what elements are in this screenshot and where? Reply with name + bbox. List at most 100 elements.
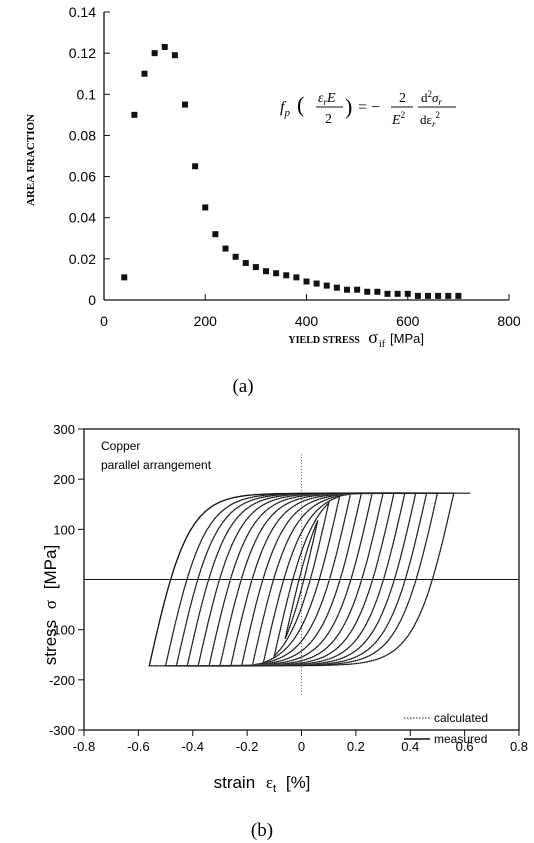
chart-b-xlabel: strain εt [%] — [214, 773, 311, 796]
chart-a-point — [212, 231, 219, 238]
chart-b-loop-measured — [273, 501, 330, 658]
chart-b-xtick-label: -0.4 — [182, 739, 204, 754]
chart-a-point — [414, 292, 421, 299]
chart-a-point — [303, 278, 310, 285]
chart-a-point — [252, 264, 259, 271]
chart-b-loop-measured — [284, 520, 319, 639]
chart-a-ytick-label: 0.14 — [69, 4, 96, 20]
chart-a-point — [273, 270, 280, 277]
legend-label-measured: measured — [434, 732, 487, 746]
svg-text:= −: = − — [358, 99, 380, 116]
chart-b-frame — [83, 428, 520, 731]
chart-b-ytick-label: -300 — [49, 723, 75, 738]
chart-a-point — [364, 288, 371, 295]
chart-b-xtick-label: 0.8 — [510, 739, 528, 754]
chart-a-frame — [103, 12, 509, 301]
chart-a-point — [283, 272, 290, 279]
chart-a-xlabel-unit: [MPa] — [390, 331, 424, 346]
chart-b-ytick-label: -200 — [49, 673, 75, 688]
chart-b-ylabel-unit: [MPa] — [41, 545, 60, 589]
chart-b-xtick-label: 0 — [298, 739, 305, 754]
svg-text:dεr2: dεr2 — [420, 110, 440, 129]
chart-b-ylabel: stress σ [MPa] — [41, 545, 60, 665]
chart-a-point — [455, 292, 462, 299]
chart-a-point — [313, 280, 320, 287]
chart-b-ticks: -0.8 -0.6 -0.4 -0.2 0 0.2 0.4 0.6 0.8 -300 -200 -10… — [49, 422, 528, 754]
chart-b-ytick-label: 300 — [53, 422, 75, 437]
chart-a-point — [425, 292, 431, 299]
chart-b-annotation-line-2: parallel arrangement — [101, 458, 212, 472]
chart-a-ytick-label: 0.02 — [69, 251, 96, 267]
chart-a-ytick-label: 0.08 — [69, 127, 96, 143]
chart-b-xtick-label: -0.2 — [236, 739, 258, 754]
chart-a-ytick-label: 0.12 — [69, 45, 96, 61]
chart-a-equation: fp ( — [280, 92, 304, 120]
chart-a-xlabel-subscript: if — [379, 339, 386, 350]
chart-a-point — [323, 282, 330, 289]
chart-a-xtick-label: 800 — [497, 313, 521, 329]
svg-text:d2σr: d2σr — [421, 89, 442, 107]
chart-a-ticks: 0 200 400 600 800 0 0.02 0.04 0.06 0.08 0.1 0.12 0.1… — [69, 4, 521, 329]
chart-a-xlabel-symbol: σ — [368, 327, 378, 347]
chart-b-legend: calculated measured — [404, 711, 488, 746]
chart-a-points — [121, 43, 462, 299]
chart-a-xtick-label: 400 — [295, 313, 319, 329]
chart-b-ytick-label: -100 — [49, 623, 75, 638]
svg-text:E2: E2 — [391, 110, 405, 128]
svg-text:): ) — [345, 94, 352, 119]
chart-a-xtick-label: 0 — [100, 313, 108, 329]
chart-a-point — [404, 290, 411, 297]
chart-b-xlabel-unit: [%] — [286, 773, 311, 792]
chart-b-curves — [148, 492, 471, 667]
chart-a-point — [121, 274, 128, 281]
chart-b-ylabel-text: stress — [41, 620, 60, 665]
chart-b-panel-label: (b) — [251, 820, 273, 841]
svg-text:εrE: εrE — [318, 91, 336, 107]
chart-a-ytick-label: 0 — [88, 292, 96, 308]
chart-b-annotation-line-1: Copper — [101, 439, 140, 453]
chart-a-point — [192, 163, 199, 170]
chart-b-xtick-label: -0.6 — [127, 739, 149, 754]
chart-a-point — [151, 50, 158, 57]
chart-a-ytick-label: 0.1 — [77, 86, 97, 102]
chart-b-ylabel-symbol: σ — [41, 600, 60, 609]
chart-b-xlabel-symbol: ε — [266, 773, 273, 792]
chart-a-point — [293, 274, 300, 281]
chart-a-point — [161, 43, 168, 50]
chart-a: 0 200 400 600 800 0 0.02 0.04 0.06 0.08 0.1 0.12 0.1… — [25, 4, 521, 397]
chart-a-xlabel-text: YIELD STRESS — [288, 335, 360, 346]
chart-a-point — [445, 292, 452, 299]
chart-a-point — [131, 111, 138, 118]
chart-b-xtick-label: 0.2 — [347, 739, 365, 754]
chart-a-point — [263, 268, 269, 275]
chart-b-outer-branch — [148, 492, 471, 666]
chart-a-point — [333, 284, 340, 291]
chart-a-point — [222, 245, 229, 252]
chart-b-xlabel-text: strain — [214, 773, 256, 792]
chart-a-point — [344, 286, 350, 293]
chart-a-ytick-label: 0.04 — [69, 210, 96, 226]
chart-b-xtick-label: 0.4 — [401, 739, 419, 754]
chart-b: -0.8 -0.6 -0.4 -0.2 0 0.2 0.4 0.6 0.8 -300 -200 -10… — [41, 422, 528, 841]
chart-a-point — [242, 259, 249, 266]
chart-a-point — [171, 52, 178, 59]
chart-a-point — [435, 292, 442, 299]
chart-b-xtick-label: 0.6 — [456, 739, 474, 754]
chart-a-ylabel: AREA FRACTION — [25, 114, 37, 206]
chart-a-ytick-label: 0.06 — [69, 169, 96, 185]
chart-a-point — [394, 290, 401, 297]
legend-label-calculated: calculated — [434, 711, 488, 725]
chart-a-equation-body: εrE 2 ) = − 2 E2 d2σr dεr2 — [316, 89, 456, 129]
chart-a-point — [374, 288, 381, 295]
chart-b-xtick-label: -0.8 — [73, 739, 95, 754]
chart-a-point — [182, 101, 188, 108]
chart-a-point — [141, 70, 148, 77]
chart-a-panel-label: (a) — [232, 376, 253, 397]
chart-a-xlabel: YIELD STRESS σ — [288, 327, 378, 347]
chart-a-xtick-label: 200 — [194, 313, 218, 329]
chart-b-ytick-label: 100 — [53, 522, 75, 537]
svg-text:2: 2 — [399, 91, 406, 106]
chart-a-point — [232, 253, 239, 260]
chart-a-point — [354, 286, 361, 293]
